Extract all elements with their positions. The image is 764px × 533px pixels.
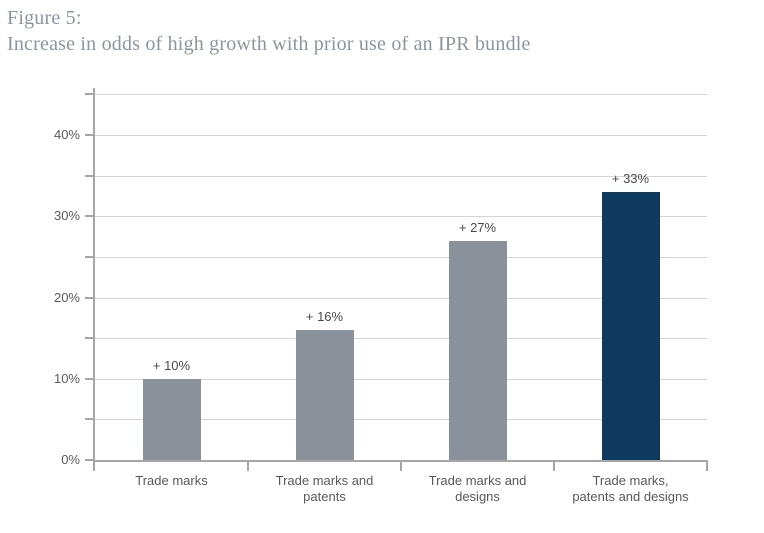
y-axis-tick bbox=[85, 337, 95, 340]
bar-trade-marks bbox=[142, 378, 201, 460]
y-axis-label: 40% bbox=[53, 127, 80, 142]
x-axis-tick bbox=[400, 460, 402, 471]
x-category-label-trade-marks-and-patents: Trade marks and patents bbox=[275, 473, 374, 504]
figure-title: Figure 5: Increase in odds of high growt… bbox=[7, 5, 531, 57]
y-axis-label: 10% bbox=[53, 370, 80, 386]
bar-value-label-trade-marks-and-patents: + 16% bbox=[305, 309, 344, 324]
y-axis-tick bbox=[85, 134, 95, 136]
y-axis-tick bbox=[85, 459, 95, 461]
y-axis-tick bbox=[85, 255, 95, 258]
y-axis-tick bbox=[85, 377, 95, 380]
gridline bbox=[95, 135, 707, 136]
x-category-label-trade-marks-patents-and-designs: Trade marks, patents and designs bbox=[572, 473, 689, 504]
figure-number: Figure 5: bbox=[7, 7, 82, 29]
y-axis-label: 30% bbox=[53, 208, 80, 224]
x-axis-tick bbox=[706, 460, 708, 471]
gridline bbox=[95, 419, 707, 421]
y-axis-label: 0% bbox=[61, 452, 80, 467]
bar-trade-marks-patents-and-designs bbox=[601, 191, 660, 460]
gridline bbox=[95, 216, 707, 218]
y-axis bbox=[93, 88, 95, 471]
bar-trade-marks-and-designs bbox=[448, 240, 507, 460]
gridline bbox=[95, 256, 707, 258]
gridline bbox=[95, 297, 707, 299]
y-axis-tick bbox=[85, 418, 95, 421]
y-axis-label: 20% bbox=[53, 289, 80, 305]
gridline bbox=[95, 175, 707, 177]
bar-value-label-trade-marks-and-designs: + 27% bbox=[458, 219, 497, 235]
y-axis-tick bbox=[85, 93, 95, 96]
figure-caption: Increase in odds of high growth with pri… bbox=[7, 33, 531, 55]
gridline bbox=[95, 338, 707, 340]
x-axis-tick bbox=[553, 460, 555, 471]
bar-trade-marks-and-patents bbox=[295, 330, 354, 460]
x-category-label-trade-marks: Trade marks bbox=[135, 473, 208, 488]
x-axis-tick bbox=[247, 460, 249, 471]
y-axis-tick bbox=[85, 296, 95, 299]
bar-value-label-trade-marks: + 10% bbox=[152, 357, 191, 373]
y-axis-tick bbox=[85, 174, 95, 177]
x-category-label-trade-marks-and-designs: Trade marks and designs bbox=[428, 473, 527, 504]
y-axis-tick bbox=[85, 215, 95, 218]
gridline bbox=[95, 378, 707, 380]
gridline bbox=[95, 94, 707, 96]
bar-value-label-trade-marks-patents-and-designs: + 33% bbox=[611, 170, 650, 186]
